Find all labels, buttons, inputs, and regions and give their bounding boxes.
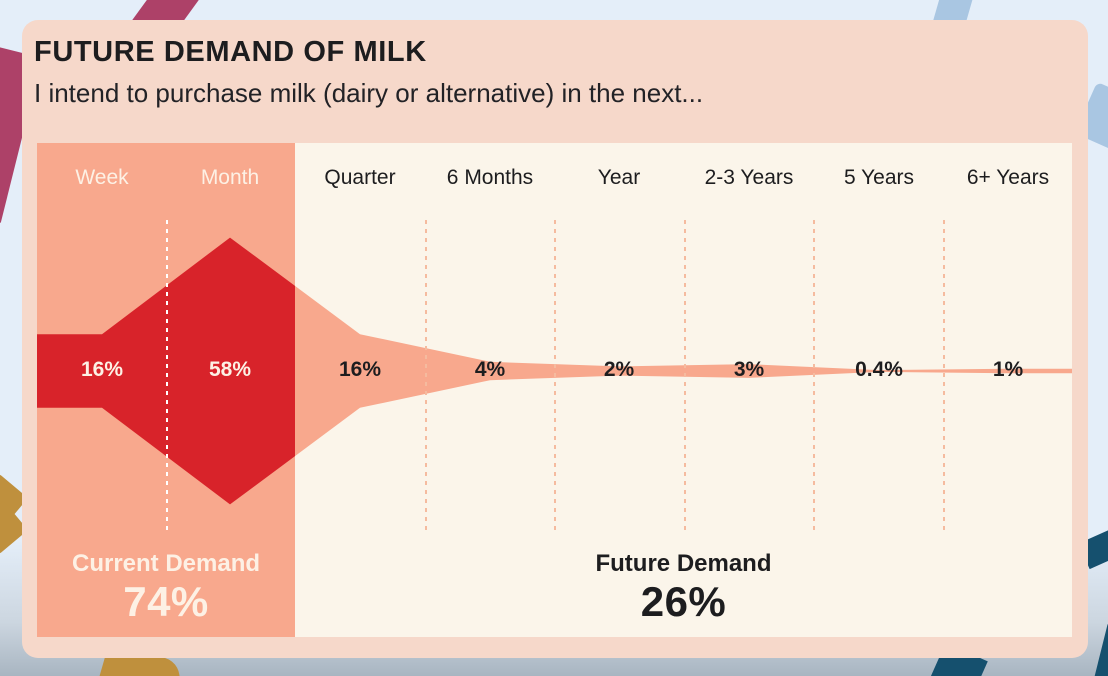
column-label-2-3-years: 2-3 Years [704,166,794,189]
demand-stream-chart: Current Demand 74% Future Demand 26% Wee… [37,143,1072,637]
ribbon-navy-corner-icon [1093,624,1108,676]
value-label-week: 16% [80,358,124,381]
page-title: FUTURE DEMAND OF MILK [34,36,427,68]
column-separator [554,220,556,535]
column-label-quarter: Quarter [324,166,396,189]
value-label-6-months: 4% [474,358,506,381]
current-demand-summary: Current Demand 74% [37,549,295,625]
column-separator [813,220,815,535]
column-separator [424,220,427,535]
current-demand-value: 74% [123,578,209,625]
column-label-5-years: 5 Years [843,166,915,189]
future-demand-summary: Future Demand 26% [295,549,1072,625]
column-label-6-months: 6 Months [446,166,534,189]
column-label-year: Year [597,166,641,189]
page-subtitle: I intend to purchase milk (dairy or alte… [34,78,704,108]
column-label-week: Week [75,166,129,189]
column-separator [683,220,686,535]
value-label-year: 2% [603,358,635,381]
value-label-6-years: 1% [992,358,1024,381]
value-label-month: 58% [208,358,252,381]
future-demand-value: 26% [640,578,727,625]
chart-card: FUTURE DEMAND OF MILK I intend to purcha… [22,20,1088,658]
value-label-quarter: 16% [338,358,382,381]
column-label-month: Month [200,166,260,189]
future-demand-label: Future Demand [595,550,772,577]
column-separator [942,220,945,535]
column-separator [166,220,168,535]
current-demand-label: Current Demand [71,550,261,577]
value-label-2-3-years: 3% [733,358,765,381]
value-label-5-years: 0.4% [855,358,903,381]
column-label-6-years: 6+ Years [966,166,1050,189]
